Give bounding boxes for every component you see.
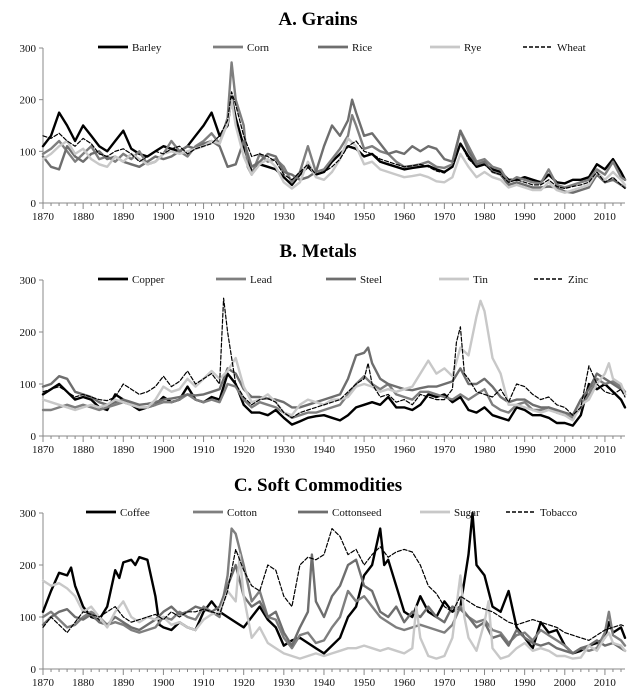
legend-label-tobacco: Tobacco bbox=[540, 507, 578, 519]
x-tick-label: 1900 bbox=[152, 211, 175, 223]
series-line-zinc bbox=[42, 297, 626, 419]
x-tick-label: 1890 bbox=[112, 211, 135, 223]
x-tick-label: 1990 bbox=[514, 677, 537, 689]
x-tick-label: 1920 bbox=[233, 444, 256, 456]
x-tick-label: 1950 bbox=[353, 677, 376, 689]
x-tick-label: 1910 bbox=[193, 211, 216, 223]
x-tick-label: 1970 bbox=[433, 211, 456, 223]
series-line-copper bbox=[41, 372, 627, 427]
x-tick-label: 1970 bbox=[433, 444, 456, 456]
x-tick-label: 1880 bbox=[72, 211, 95, 223]
x-tick-label: 1900 bbox=[152, 444, 175, 456]
y-tick-label: 200 bbox=[20, 95, 37, 107]
x-tick-label: 2000 bbox=[554, 444, 577, 456]
x-tick-label: 2000 bbox=[554, 677, 577, 689]
y-tick-label: 200 bbox=[20, 327, 37, 339]
x-tick-label: 1870 bbox=[32, 444, 55, 456]
legend-label-tin: Tin bbox=[473, 274, 488, 286]
legend-label-corn: Corn bbox=[247, 42, 270, 54]
legend-label-coffee: Coffee bbox=[120, 507, 150, 519]
legend-label-rice: Rice bbox=[352, 42, 372, 54]
y-tick-label: 0 bbox=[31, 198, 37, 210]
legend-label-zinc: Zinc bbox=[568, 274, 588, 286]
y-tick-label: 300 bbox=[20, 275, 37, 287]
x-tick-label: 1930 bbox=[273, 444, 296, 456]
panel-2: B. Metals 0 100 200 300 1870 1880 1890 1900 1910 1… bbox=[20, 241, 627, 456]
x-tick-label: 1930 bbox=[273, 211, 296, 223]
panel-title: B. Metals bbox=[279, 241, 356, 262]
x-tick-label: 1980 bbox=[474, 444, 497, 456]
x-tick-label: 1910 bbox=[193, 444, 216, 456]
y-tick-label: 0 bbox=[31, 664, 37, 676]
legend-label-cottonseed: Cottonseed bbox=[332, 507, 382, 519]
legend-label-sugar: Sugar bbox=[454, 507, 480, 519]
series-line-steel bbox=[41, 346, 627, 417]
x-tick-label: 1980 bbox=[474, 677, 497, 689]
legend-label-copper: Copper bbox=[132, 274, 165, 286]
x-tick-label: 1960 bbox=[393, 677, 416, 689]
x-tick-label: 1940 bbox=[313, 444, 336, 456]
x-tick-label: 1950 bbox=[353, 211, 376, 223]
x-tick-label: 1920 bbox=[233, 677, 256, 689]
series-line-tobacco bbox=[42, 528, 626, 641]
x-tick-label: 1870 bbox=[32, 677, 55, 689]
x-tick-label: 1910 bbox=[193, 677, 216, 689]
panel-title: C. Soft Commodities bbox=[234, 475, 402, 496]
x-tick-label: 2010 bbox=[594, 211, 617, 223]
panel-3: C. Soft Commodities 0 100 200 300 1870 1880 189… bbox=[20, 475, 627, 689]
x-tick-label: 1950 bbox=[353, 444, 376, 456]
x-tick-label: 1880 bbox=[72, 444, 95, 456]
x-tick-label: 2010 bbox=[594, 444, 617, 456]
x-tick-label: 2010 bbox=[594, 677, 617, 689]
legend-label-barley: Barley bbox=[132, 42, 162, 54]
legend-label-rye: Rye bbox=[464, 42, 481, 54]
x-tick-label: 1940 bbox=[313, 677, 336, 689]
legend-label-wheat: Wheat bbox=[557, 42, 586, 54]
series-line-coffee bbox=[41, 511, 627, 655]
series-line-rye bbox=[41, 98, 627, 194]
y-tick-label: 200 bbox=[20, 560, 37, 572]
y-tick-label: 300 bbox=[20, 508, 37, 520]
x-tick-label: 1970 bbox=[433, 677, 456, 689]
series-line-cottonseed bbox=[41, 553, 627, 655]
y-tick-label: 0 bbox=[31, 431, 37, 443]
x-tick-label: 1870 bbox=[32, 211, 55, 223]
x-tick-label: 1890 bbox=[112, 444, 135, 456]
y-tick-label: 100 bbox=[20, 146, 37, 158]
legend-label-steel: Steel bbox=[360, 274, 382, 286]
series-line-barley bbox=[41, 95, 627, 187]
series-line-cotton bbox=[41, 527, 627, 655]
x-tick-label: 1900 bbox=[152, 677, 175, 689]
x-tick-label: 2000 bbox=[554, 211, 577, 223]
x-tick-label: 1880 bbox=[72, 677, 95, 689]
panel-title: A. Grains bbox=[278, 9, 357, 30]
legend-label-cotton: Cotton bbox=[227, 507, 257, 519]
x-tick-label: 1990 bbox=[514, 211, 537, 223]
x-tick-label: 1960 bbox=[393, 444, 416, 456]
series-line-wheat bbox=[42, 91, 626, 190]
x-tick-label: 1990 bbox=[514, 444, 537, 456]
x-tick-label: 1980 bbox=[474, 211, 497, 223]
legend-label-lead: Lead bbox=[250, 274, 272, 286]
x-tick-label: 1940 bbox=[313, 211, 336, 223]
x-tick-label: 1930 bbox=[273, 677, 296, 689]
y-tick-label: 100 bbox=[20, 612, 37, 624]
y-tick-label: 300 bbox=[20, 43, 37, 55]
x-tick-label: 1890 bbox=[112, 677, 135, 689]
series-line-tin bbox=[41, 299, 627, 422]
y-tick-label: 100 bbox=[20, 379, 37, 391]
x-tick-label: 1960 bbox=[393, 211, 416, 223]
series-line-rice bbox=[41, 98, 627, 194]
x-tick-label: 1920 bbox=[233, 211, 256, 223]
panel-1: A. Grains 0 100 200 300 1870 1880 1890 1900 1910 1… bbox=[20, 9, 627, 223]
series-line-corn bbox=[41, 61, 627, 189]
